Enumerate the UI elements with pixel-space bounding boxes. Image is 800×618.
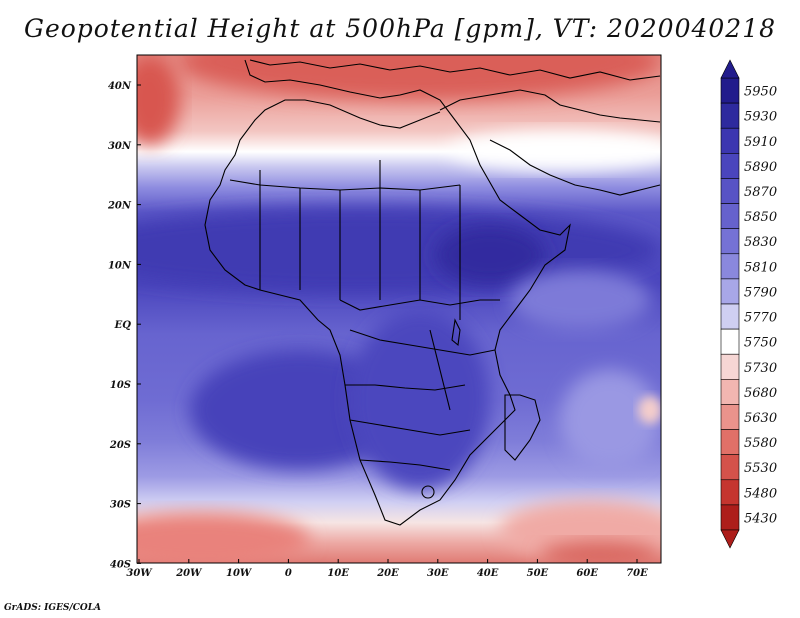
lat-label: 20N: [107, 201, 132, 212]
colorbar-segment: [720, 504, 740, 531]
lat-label: 30S: [110, 500, 131, 511]
colorbar-label: 5910: [744, 135, 777, 150]
colorbar-segment: [720, 278, 740, 305]
colorbar-segment: [720, 102, 740, 129]
colorbar-label: 5810: [744, 260, 777, 275]
lat-label: EQ: [114, 320, 132, 331]
lat-label: 10N: [108, 260, 132, 271]
colorbar-segment: [720, 127, 740, 154]
lat-label: 10S: [110, 380, 131, 391]
colorbar-segment: [720, 153, 740, 179]
colorbar-label: 5580: [744, 436, 777, 451]
colorbar-label: 5850: [744, 210, 777, 225]
colorbar-label: 5680: [744, 386, 777, 401]
credit-text: GrADS: IGES/COLA: [4, 603, 102, 613]
lon-label: 60E: [576, 568, 598, 579]
colorbar-bottom-arrow: [720, 529, 740, 549]
lat-label: 40N: [108, 81, 132, 92]
lon-label: 20E: [376, 568, 399, 579]
latitude-axis: 40N 30N 20N 10N EQ 10S 20S 30S 40S: [107, 81, 141, 570]
colorbar-segment: [720, 479, 740, 506]
colorbar-label: 5530: [744, 461, 777, 476]
colorbar-segment: [720, 429, 740, 455]
colorbar-segment: [720, 253, 740, 280]
colorbar-label: 5950: [744, 85, 777, 100]
colorbar-segment: [720, 228, 740, 255]
map-field: [137, 55, 661, 563]
map-frame: [136, 54, 662, 564]
colorbar-label: 5750: [744, 336, 777, 351]
coastlines: [204, 59, 661, 526]
lon-label: 10E: [327, 568, 349, 579]
colorbar-segment: [720, 178, 740, 204]
colorbar-top-arrow: [720, 59, 740, 79]
colorbar-segment: [720, 404, 740, 430]
lon-label: 10W: [226, 568, 253, 579]
lon-label: 30W: [126, 568, 153, 579]
colorbar-label: 5770: [744, 311, 777, 326]
lat-label: 20S: [109, 440, 131, 451]
colorbar-segment: [720, 203, 740, 229]
colorbar-label: 5890: [744, 160, 777, 175]
lat-label: 30N: [108, 141, 132, 152]
colorbar: 5950 5930 5910 5890 5870 5850 5830 5810 5790 5770…: [720, 59, 777, 549]
colorbar-label: 5790: [744, 285, 777, 300]
lon-label: 0: [285, 568, 292, 579]
colorbar-label: 5730: [744, 361, 777, 376]
colorbar-segment: [720, 77, 740, 104]
colorbar-label: 5480: [744, 486, 777, 501]
colorbar-label: 5430: [744, 511, 777, 526]
map-title: Geopotential Height at 500hPa [gpm], VT:…: [23, 14, 777, 43]
colorbar-segment: [720, 353, 740, 380]
colorbar-segment: [720, 454, 740, 481]
colorbar-label: 5870: [744, 185, 777, 200]
colorbar-segment: [720, 303, 740, 330]
lon-label: 30E: [427, 568, 449, 579]
longitude-axis: 30W 20W 10W 0 10E 20E 30E 40E 50E 60E 70E: [126, 559, 648, 579]
colorbar-label: 5630: [744, 411, 777, 426]
colorbar-segment: [720, 328, 740, 355]
colorbar-segment: [720, 379, 740, 405]
colorbar-label: 5830: [744, 235, 777, 250]
lon-label: 40E: [477, 568, 499, 579]
lon-label: 20W: [175, 568, 203, 579]
lon-label: 70E: [626, 568, 648, 579]
lat-label: 40S: [110, 559, 131, 570]
lon-label: 50E: [527, 568, 549, 579]
colorbar-label: 5930: [744, 110, 777, 125]
